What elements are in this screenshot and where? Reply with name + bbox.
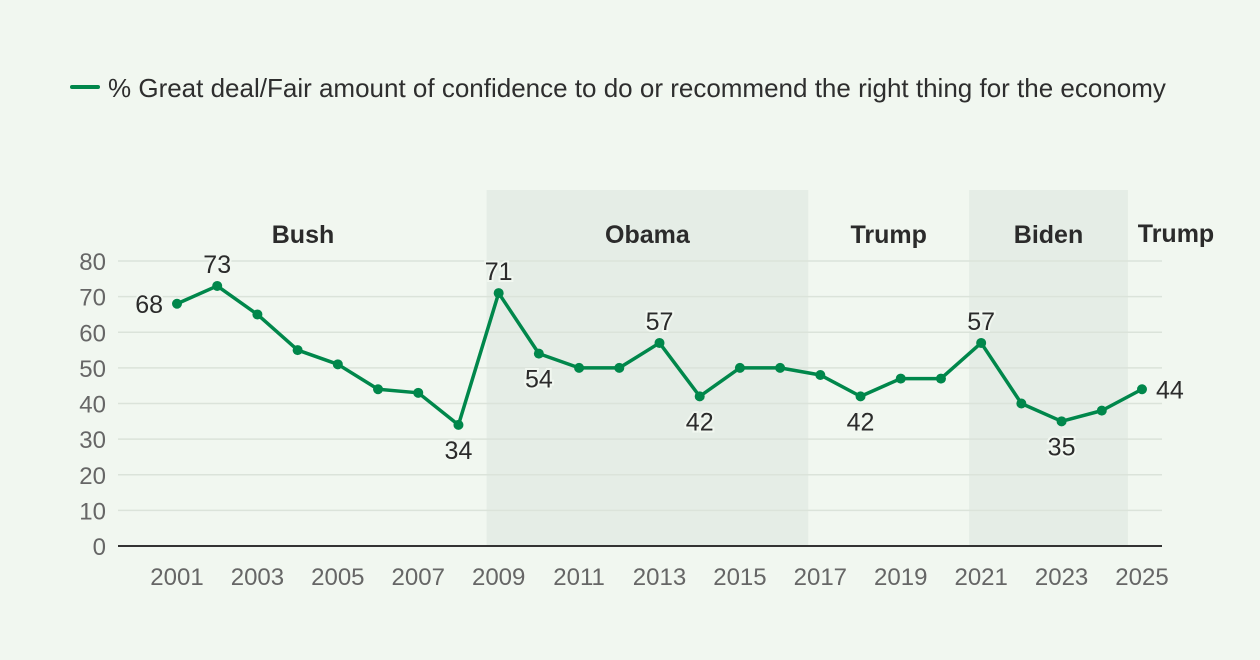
y-tick-label: 80 (79, 249, 106, 276)
data-point (815, 370, 826, 380)
x-tick-label: 2009 (472, 564, 525, 591)
data-point (373, 384, 384, 395)
data-label: 57 (646, 308, 674, 336)
data-label: 57 (967, 308, 995, 336)
data-point (172, 298, 182, 309)
legend-label: % Great deal/Fair amount of confidence t… (108, 73, 1166, 103)
data-point (775, 362, 786, 373)
data-point (332, 359, 343, 370)
x-tick-label: 2017 (794, 564, 847, 591)
data-point (1137, 384, 1147, 395)
data-point (1016, 398, 1027, 409)
y-tick-label: 30 (79, 427, 106, 454)
data-labels: 68 73 34 71 54 57 42 42 57 35 44 (133, 249, 1186, 467)
data-point (1056, 416, 1067, 427)
data-label: 54 (525, 366, 553, 394)
legend-swatch-icon (70, 85, 100, 90)
era-label-trump: Trump (850, 221, 926, 249)
era-label-bush: Bush (272, 221, 335, 249)
data-point (976, 337, 987, 348)
y-tick-label: 0 (93, 534, 106, 561)
data-label: 68 (135, 291, 163, 319)
x-tick-label: 2025 (1115, 564, 1168, 591)
data-label: 44 (1156, 376, 1184, 404)
y-axis-ticks: 0 10 20 30 40 50 60 70 80 (79, 249, 106, 561)
x-tick-label: 2003 (231, 564, 284, 591)
y-tick-label: 60 (79, 320, 106, 347)
y-tick-label: 20 (79, 463, 106, 490)
data-point (292, 345, 303, 356)
data-point (533, 348, 544, 359)
data-point (1096, 405, 1107, 416)
data-label: 71 (485, 258, 513, 286)
x-tick-label: 2013 (633, 564, 686, 591)
x-tick-label: 2015 (713, 564, 766, 591)
data-label: 42 (686, 408, 714, 436)
gridlines (118, 260, 1162, 547)
data-point (895, 373, 906, 384)
x-tick-label: 2023 (1035, 564, 1088, 591)
data-label: 35 (1048, 433, 1076, 461)
x-tick-label: 2011 (553, 564, 605, 591)
y-tick-label: 50 (79, 356, 106, 383)
data-point (614, 362, 625, 373)
data-point (574, 362, 585, 373)
era-label-obama: Obama (605, 221, 691, 249)
x-tick-label: 2001 (150, 564, 203, 591)
data-label: 42 (847, 408, 875, 436)
x-tick-label: 2007 (392, 564, 445, 591)
y-tick-label: 70 (79, 285, 106, 312)
data-label: 34 (445, 437, 473, 465)
data-point (453, 419, 464, 430)
y-tick-label: 10 (79, 498, 106, 525)
data-point (413, 387, 424, 398)
era-label-biden: Biden (1014, 221, 1083, 249)
x-tick-label: 2005 (311, 564, 364, 591)
data-point (252, 309, 263, 320)
data-point (493, 288, 504, 299)
x-tick-label: 2021 (954, 564, 1007, 591)
data-point (212, 280, 223, 291)
x-tick-label: 2019 (874, 564, 927, 591)
data-point (734, 362, 745, 373)
legend: % Great deal/Fair amount of confidence t… (70, 68, 1180, 108)
era-label-trump: Trump (1138, 220, 1214, 248)
y-tick-label: 40 (79, 392, 106, 419)
era-labels: Bush Obama Trump Biden Trump (272, 220, 1214, 249)
series (172, 280, 1147, 430)
data-point (935, 373, 946, 384)
data-point (654, 337, 665, 348)
x-axis-ticks: 2001 2003 2005 2007 2009 2011 2013 2015 2017 2019… (150, 564, 1168, 591)
data-point (855, 391, 866, 402)
data-point (694, 391, 705, 402)
data-label: 73 (203, 251, 231, 279)
